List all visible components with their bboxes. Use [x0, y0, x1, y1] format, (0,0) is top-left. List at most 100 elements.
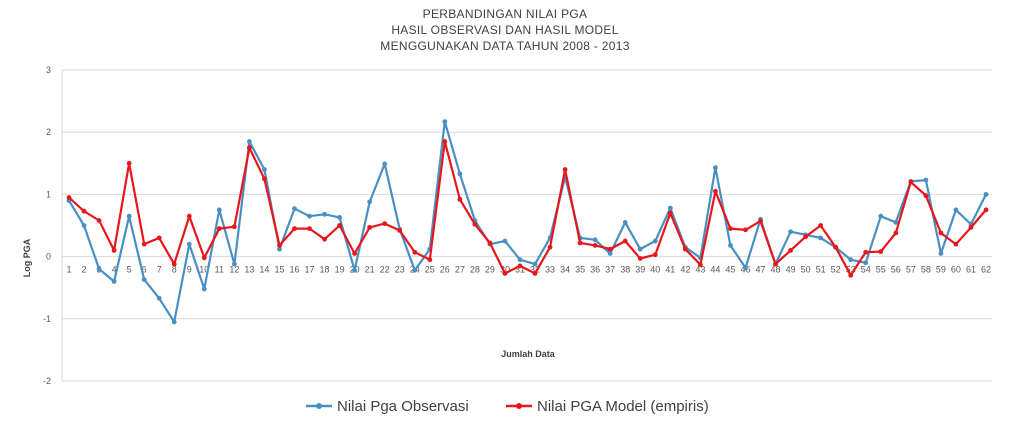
- data-point: [81, 208, 87, 214]
- data-point: [968, 224, 974, 230]
- x-tick-label: 34: [560, 265, 570, 275]
- y-tick-label: 3: [46, 65, 51, 75]
- x-tick-label: 50: [801, 265, 811, 275]
- data-point: [743, 227, 748, 233]
- x-tick-label: 25: [425, 265, 435, 275]
- data-point: [532, 270, 538, 276]
- x-tick-label: 32: [530, 265, 540, 275]
- x-tick-label: 28: [470, 265, 480, 275]
- data-point: [788, 247, 793, 253]
- x-tick-label: 55: [876, 265, 886, 275]
- data-point: [893, 219, 899, 225]
- data-point: [171, 319, 177, 325]
- data-point: [367, 199, 373, 205]
- data-point: [156, 295, 162, 301]
- x-tick-label: 4: [112, 265, 117, 275]
- data-point: [863, 260, 869, 266]
- data-point: [652, 252, 658, 258]
- data-point: [307, 226, 312, 232]
- data-point: [231, 261, 237, 267]
- data-point: [337, 215, 342, 220]
- x-tick-label: 53: [846, 265, 856, 275]
- data-point: [352, 251, 358, 256]
- data-point: [893, 230, 899, 236]
- data-point: [878, 213, 884, 219]
- series-line: [68, 120, 987, 323]
- data-point: [246, 139, 252, 144]
- x-tick-label: 9: [187, 265, 192, 275]
- data-point: [547, 244, 553, 250]
- x-tick-label: 33: [545, 265, 555, 275]
- data-point: [713, 165, 718, 171]
- data-point: [637, 256, 643, 261]
- x-tick-label: 62: [981, 265, 991, 275]
- x-tick-label: 31: [515, 265, 525, 275]
- data-point: [186, 241, 192, 247]
- data-point: [592, 237, 598, 243]
- data-point: [81, 223, 87, 228]
- data-point: [96, 266, 102, 272]
- data-point: [983, 192, 989, 197]
- data-point: [141, 241, 147, 247]
- grid-lines: [61, 69, 992, 382]
- data-point: [743, 265, 748, 271]
- x-tick-label: 2: [82, 265, 87, 275]
- x-tick-label: 5: [127, 265, 132, 275]
- data-point: [111, 279, 117, 284]
- chart-title-line-1: PERBANDINGAN NILAI PGA: [422, 7, 588, 21]
- data-point: [216, 207, 222, 213]
- data-point: [216, 226, 222, 232]
- data-point: [938, 251, 944, 256]
- x-tick-label: 6: [142, 265, 147, 275]
- x-tick-label: 40: [650, 265, 660, 275]
- data-point: [532, 261, 538, 267]
- legend-entry: Nilai Pga Observasi: [306, 398, 469, 415]
- data-point: [502, 270, 508, 276]
- data-point: [277, 243, 282, 248]
- data-point: [622, 219, 628, 225]
- legend-marker: [516, 403, 522, 409]
- legend-label: Nilai Pga Observasi: [337, 398, 469, 415]
- series-2: [66, 139, 989, 278]
- x-tick-label: 59: [936, 265, 946, 275]
- data-point: [908, 179, 914, 185]
- x-tick-label: 27: [455, 265, 465, 275]
- y-tick-label: 0: [46, 252, 51, 262]
- x-tick-label: 37: [605, 265, 615, 275]
- x-tick-label: 39: [635, 265, 645, 275]
- data-point: [728, 226, 733, 232]
- x-tick-label: 52: [831, 265, 841, 275]
- data-point: [246, 145, 252, 151]
- x-tick-label: 56: [891, 265, 901, 275]
- chart-title-line-3: MENGGUNAKAN DATA TAHUN 2008 - 2013: [380, 39, 630, 53]
- x-tick-label: 60: [951, 265, 961, 275]
- x-tick-label: 29: [485, 265, 495, 275]
- x-tick-label: 1: [66, 265, 71, 275]
- data-point: [487, 240, 493, 246]
- data-point: [262, 176, 267, 182]
- x-tick-label: 17: [305, 265, 315, 275]
- data-point: [292, 206, 297, 212]
- data-point: [96, 218, 102, 223]
- data-point: [773, 261, 778, 267]
- y-axis-title: Log PGA: [22, 238, 32, 277]
- x-tick-label: 10: [199, 265, 209, 275]
- x-tick-label: 12: [229, 265, 239, 275]
- data-point: [697, 262, 703, 268]
- data-point: [141, 277, 147, 283]
- data-point: [156, 235, 162, 241]
- x-axis-title: Jumlah Data: [501, 349, 556, 359]
- series-1: [66, 119, 989, 325]
- data-point: [923, 193, 929, 199]
- x-tick-label: 54: [861, 265, 871, 275]
- x-tick-label: 51: [816, 265, 826, 275]
- data-point: [848, 272, 854, 278]
- data-point: [201, 286, 207, 292]
- data-point: [953, 241, 959, 247]
- data-point: [652, 238, 658, 244]
- data-point: [412, 249, 418, 255]
- data-point: [502, 238, 508, 244]
- x-tick-label: 15: [274, 265, 284, 275]
- chart-title-line-2: HASIL OBSERVASI DAN HASIL MODEL: [391, 23, 619, 37]
- data-point: [953, 207, 959, 213]
